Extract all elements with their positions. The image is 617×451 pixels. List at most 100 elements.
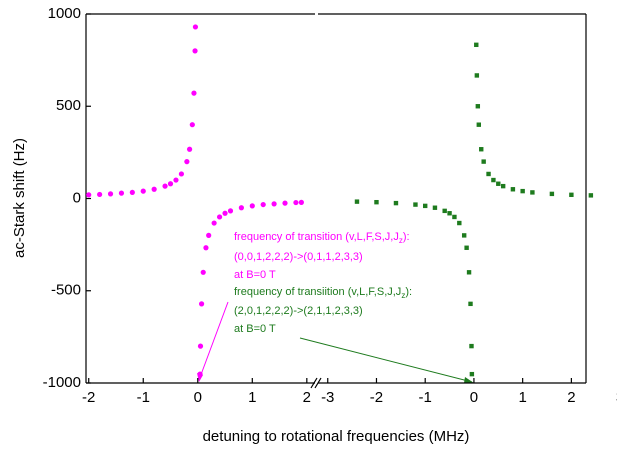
point [186, 146, 193, 152]
point [86, 192, 92, 198]
point [461, 233, 467, 238]
point [198, 301, 205, 307]
point [423, 203, 428, 209]
point [107, 191, 114, 197]
point [500, 183, 506, 189]
annotation-tail: ): [403, 231, 410, 243]
point [549, 191, 555, 197]
x-tick-label: -1 [137, 389, 150, 406]
point [162, 183, 168, 189]
point [413, 202, 418, 207]
annotation-tail: ): [405, 286, 412, 298]
annotation-title: frequency of transition (v,L,F,S,J,Jz): [234, 231, 410, 245]
annotation-line: (0,0,1,2,2,2)->(0,1,1,2,3,3) [234, 251, 363, 263]
annotation-line: (2,0,1,2,2,2)->(2,1,1,2,3,3) [234, 305, 363, 317]
point [178, 171, 185, 177]
point [496, 181, 501, 186]
y-tick-label: -1000 [43, 374, 81, 391]
point [211, 220, 217, 226]
point [249, 203, 255, 209]
point [227, 208, 234, 214]
x-tick-label: 2 [567, 389, 575, 406]
x-tick-label: -1 [419, 389, 432, 406]
point [469, 343, 474, 349]
y-tick-label: -500 [51, 282, 81, 299]
point [491, 177, 496, 183]
point [192, 24, 199, 30]
point [476, 122, 481, 127]
x-tick-label: -3 [321, 389, 334, 406]
point [479, 147, 484, 152]
point [298, 199, 304, 205]
point [271, 201, 277, 207]
point [520, 188, 525, 194]
annotation-text: frequency of transition (v,L,F,S,J,J [234, 231, 399, 243]
point [200, 269, 206, 275]
point [432, 205, 438, 210]
y-tick-label: 500 [56, 97, 81, 114]
point [118, 190, 125, 196]
axis-break [310, 377, 318, 389]
x-tick-label: 0 [470, 389, 478, 406]
point [468, 301, 473, 307]
point [222, 210, 228, 216]
point [588, 193, 594, 198]
point [189, 122, 195, 128]
point [293, 199, 299, 206]
y-axis-label: ac-Stark shift (Hz) [11, 138, 28, 258]
point [197, 371, 203, 377]
annotation-arrow [198, 301, 229, 381]
point [191, 90, 197, 96]
y-tick-label: 0 [73, 189, 81, 206]
point [442, 208, 447, 214]
point [173, 177, 179, 183]
point [569, 192, 574, 198]
x-axis-label: detuning to rotational frequencies (MHz) [203, 428, 470, 445]
point [447, 211, 452, 216]
point [486, 171, 491, 177]
x-tick-label: 2 [303, 389, 311, 406]
point [192, 48, 198, 54]
point [197, 343, 204, 349]
point [466, 270, 472, 275]
point [452, 214, 457, 220]
axis-break [314, 377, 322, 389]
x-tick-label: -2 [82, 389, 95, 406]
point [374, 199, 379, 205]
point [469, 371, 475, 377]
point [151, 186, 157, 192]
arrow-head [464, 377, 474, 383]
x-tick-label: -2 [370, 389, 383, 406]
point [216, 214, 223, 220]
annotation-line: at B=0 T [234, 269, 276, 281]
annotation-arrow [299, 337, 473, 383]
x-tick-label: 3 [616, 389, 617, 406]
y-tick-label: 1000 [48, 5, 81, 22]
annotation-line: at B=0 T [234, 323, 276, 335]
annotation-magenta: frequency of transition (v,L,F,S,J,Jz): … [197, 231, 410, 382]
annotation-text: frequency of transiition (v,L,F,S,J,J [234, 286, 401, 298]
point [464, 245, 469, 250]
point [238, 205, 244, 211]
point [184, 159, 190, 165]
annotation-green: frequency of transiition (v,L,F,S,J,Jz):… [234, 286, 474, 383]
point [260, 201, 266, 208]
point [530, 190, 535, 195]
point [354, 199, 360, 204]
point [203, 245, 209, 251]
point [393, 200, 399, 206]
point [129, 189, 135, 196]
annotation-sub: z [399, 236, 403, 245]
point [474, 42, 479, 48]
x-tick-label: 1 [248, 389, 256, 406]
point [282, 200, 288, 206]
point [206, 232, 212, 238]
point [140, 188, 146, 194]
x-tick-label: 0 [194, 389, 202, 406]
x-tick-label: 1 [518, 389, 526, 406]
annotation-title: frequency of transiition (v,L,F,S,J,Jz): [234, 286, 412, 300]
point [167, 181, 174, 187]
point [97, 191, 103, 198]
